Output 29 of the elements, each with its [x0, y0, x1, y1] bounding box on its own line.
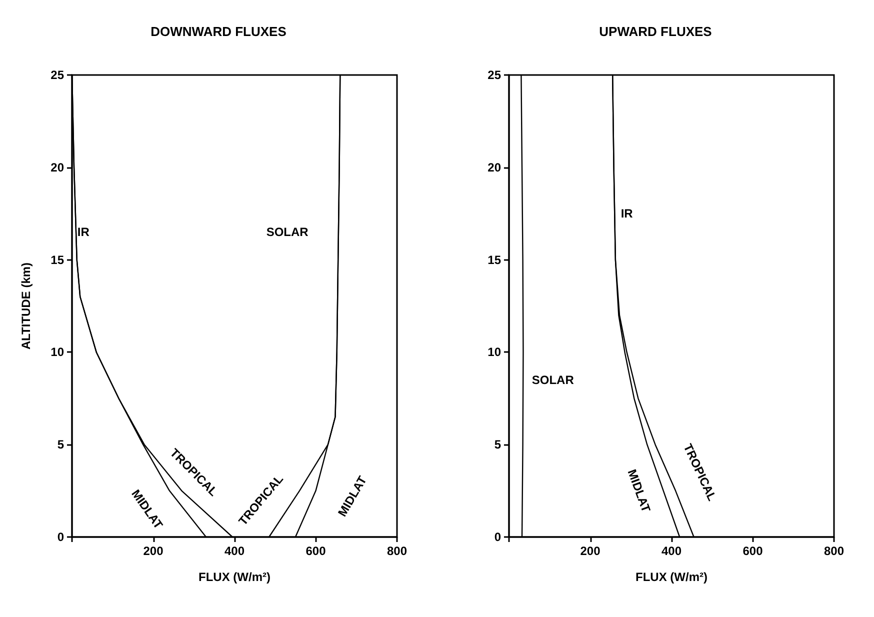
y-tick-label: 25	[50, 68, 64, 82]
x-tick-label: 400	[661, 544, 682, 558]
y-tick-label: 5	[494, 438, 502, 452]
x-axis-title: FLUX (W/m²)	[636, 570, 708, 584]
x-tick-label: 800	[386, 544, 408, 558]
annotation: SOLAR	[532, 372, 574, 387]
y-tick-label: 15	[488, 252, 502, 267]
y-tick-label: 15	[50, 252, 64, 267]
x-axis-title: FLUX (W/m²)	[198, 570, 270, 584]
chart-title: DOWNWARD FLUXES	[150, 24, 287, 39]
y-tick-label: 20	[50, 160, 64, 174]
annotation: SOLAR	[266, 225, 309, 240]
y-tick-label: 20	[488, 160, 502, 174]
y-tick-label: 5	[57, 438, 64, 452]
y-tick-label: 0	[57, 530, 64, 544]
annotation: IR	[620, 206, 634, 221]
y-tick-label: 10	[50, 345, 64, 360]
annotation: IR	[77, 225, 90, 240]
x-tick-label: 200	[580, 544, 601, 558]
chart-title: UPWARD FLUXES	[599, 24, 712, 39]
x-tick-label: 800	[824, 544, 844, 558]
x-tick-label: 400	[224, 544, 245, 558]
y-tick-label: 25	[488, 68, 502, 82]
x-tick-label: 600	[742, 544, 764, 558]
y-tick-label: 10	[488, 345, 502, 360]
x-tick-label: 200	[143, 544, 164, 558]
x-tick-label: 600	[306, 544, 326, 558]
y-tick-label: 0	[494, 530, 502, 544]
y-axis-title: ALTITUDE (km)	[19, 262, 33, 350]
